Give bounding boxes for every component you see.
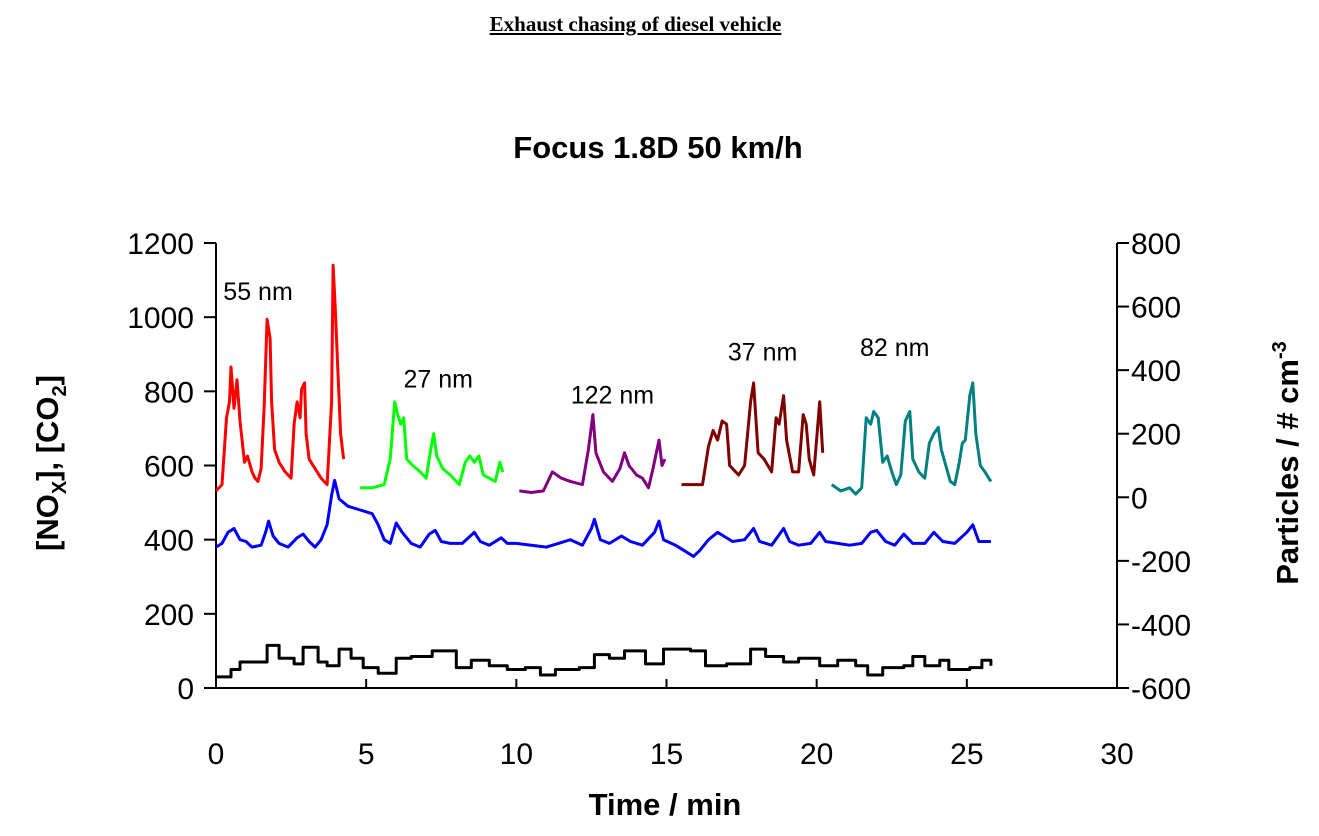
y-axis-right-title: Particles / # cm-3 xyxy=(1269,341,1305,585)
y-right-tick-label: 200 xyxy=(1131,419,1181,452)
y-right-tick-label: -200 xyxy=(1131,546,1191,579)
particle-size-label: 55 nm xyxy=(223,278,292,306)
series-labels: 55 nm 27 nm 122 nm 37 nm 82 nm xyxy=(223,278,929,409)
y-left-tick-label: 1000 xyxy=(127,302,194,335)
particle-size-label: 37 nm xyxy=(728,339,797,367)
x-tick-label: 5 xyxy=(358,738,375,771)
series-line-3 xyxy=(519,413,667,494)
y-left-tick-label: 0 xyxy=(177,673,194,706)
x-axis-title: Time / min xyxy=(589,787,742,822)
y-right-tick-label: 600 xyxy=(1131,292,1181,325)
axes: 0 5 10 15 20 25 30 0 200 400 600 800 1000 1200 -600 -40… xyxy=(127,228,1191,771)
particle-size-label: 82 nm xyxy=(860,334,929,362)
y-right-tick-label: 0 xyxy=(1131,482,1148,515)
y-left-tick-label: 1200 xyxy=(127,228,194,261)
particle-size-label: 122 nm xyxy=(571,382,654,410)
y-left-tick-label: 800 xyxy=(144,376,194,409)
document-heading: Exhaust chasing of diesel vehicle xyxy=(489,12,782,36)
y-left-tick-label: 200 xyxy=(144,599,194,632)
series-line-7 xyxy=(216,643,993,679)
series-line-6 xyxy=(215,478,991,558)
chart-title: Focus 1.8D 50 km/h xyxy=(513,130,802,165)
y-right-tick-label: 400 xyxy=(1131,355,1181,388)
x-tick-label: 25 xyxy=(950,738,983,771)
series-line-4 xyxy=(681,381,825,487)
y-left-tick-label: 400 xyxy=(144,525,194,558)
series-line-1 xyxy=(214,263,346,492)
y-right-tick-label: 800 xyxy=(1131,228,1181,261)
series-line-5 xyxy=(830,381,993,496)
series-line-2 xyxy=(360,400,505,490)
x-tick-label: 15 xyxy=(650,738,683,771)
x-tick-label: 10 xyxy=(500,738,533,771)
x-tick-label: 0 xyxy=(208,738,225,771)
x-tick-label: 30 xyxy=(1100,738,1133,771)
y-right-tick-label: -600 xyxy=(1131,673,1191,706)
series-layer xyxy=(214,263,993,679)
y-axis-left-title: [NOX], [CO2] xyxy=(30,375,71,551)
x-tick-label: 20 xyxy=(800,738,833,771)
particle-size-label: 27 nm xyxy=(404,366,473,394)
y-left-tick-label: 600 xyxy=(144,451,194,484)
y-right-tick-label: -400 xyxy=(1131,609,1191,642)
